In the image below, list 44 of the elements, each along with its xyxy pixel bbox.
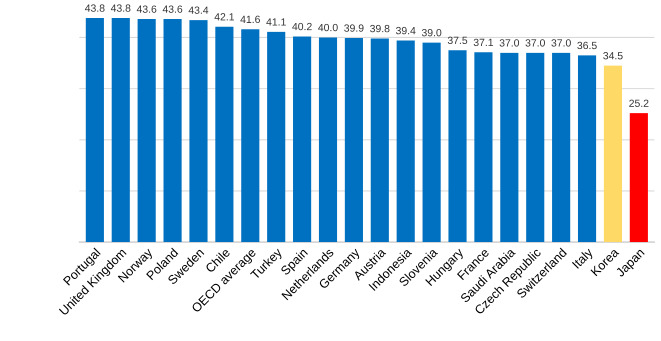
data-label: 36.5	[577, 42, 597, 50]
data-label: 43.6	[136, 5, 156, 13]
bar	[138, 19, 156, 242]
bar	[112, 18, 130, 242]
bar	[552, 52, 570, 242]
data-label: 43.6	[162, 5, 182, 13]
data-label: 37.0	[500, 39, 520, 47]
bar	[241, 29, 260, 242]
data-label: 39.8	[370, 24, 390, 32]
data-label: 43.8	[84, 4, 105, 12]
bar	[500, 52, 518, 242]
data-label: 37.1	[474, 38, 494, 46]
data-label: 37.0	[551, 39, 571, 47]
data-label: 43.8	[110, 4, 130, 12]
bar	[604, 66, 622, 242]
data-label: 37.0	[525, 39, 545, 47]
data-label: 39.9	[344, 24, 364, 32]
data-label: 40.2	[292, 22, 312, 30]
bar	[344, 38, 363, 242]
bar	[474, 52, 492, 242]
bar	[267, 32, 286, 242]
bar	[630, 113, 648, 242]
bar	[526, 52, 544, 242]
data-label: 43.4	[188, 6, 208, 14]
data-label: 37.5	[448, 36, 468, 44]
bar	[86, 18, 104, 242]
data-label: 41.1	[266, 18, 286, 26]
bar	[293, 36, 312, 242]
data-label: 39.4	[396, 26, 416, 34]
bar	[422, 42, 441, 242]
data-label: 34.5	[603, 52, 623, 60]
data-label: 39.0	[422, 28, 442, 36]
bar	[578, 55, 596, 242]
bar	[370, 38, 389, 242]
data-label: 25.2	[629, 100, 648, 107]
bar	[318, 37, 338, 242]
bar	[189, 20, 208, 242]
data-label: 40.0	[318, 24, 338, 32]
data-label: 42.1	[214, 13, 234, 20]
bar	[448, 50, 467, 242]
bar	[396, 40, 415, 242]
data-label: 41.6	[240, 16, 260, 24]
bar	[164, 19, 182, 242]
bar	[215, 26, 234, 242]
